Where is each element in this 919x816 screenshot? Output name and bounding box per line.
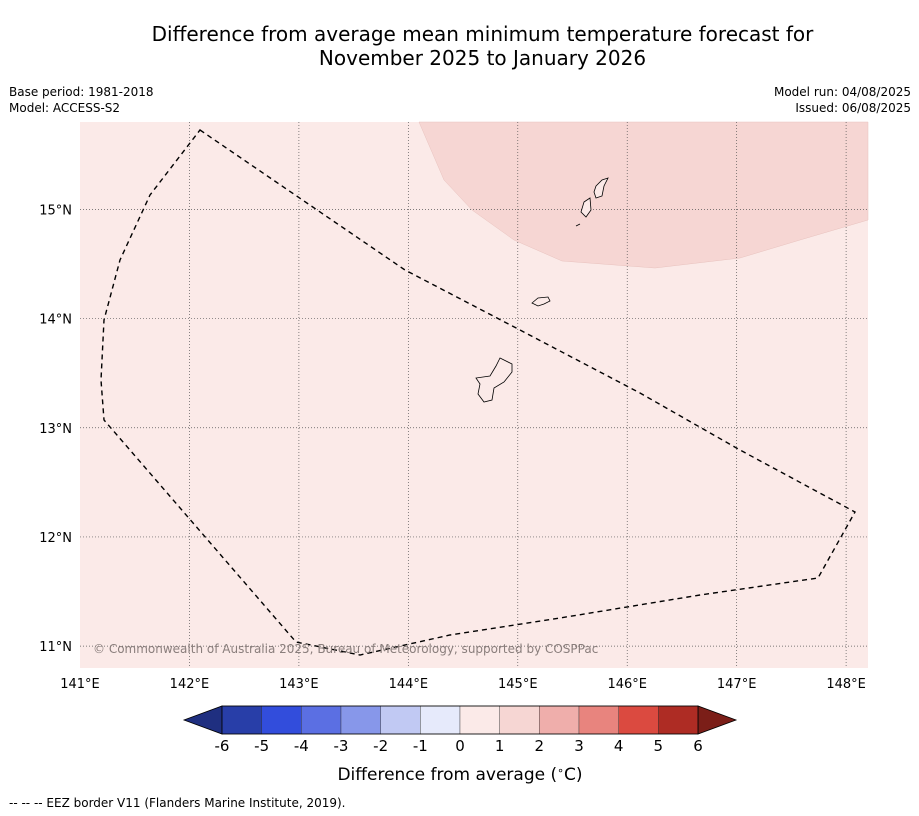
- colorbar-label: Difference from average (∘C): [337, 764, 582, 785]
- colorbar-under-arrow: [182, 705, 223, 735]
- colorbar-tick-label: 5: [654, 737, 664, 755]
- colorbar-tick-label: -5: [254, 737, 269, 755]
- colorbar-swatch: [499, 705, 540, 735]
- colorbar-tick-label: 0: [455, 737, 465, 755]
- colorbar-swatch: [420, 705, 461, 735]
- island-tinian: [580, 197, 592, 218]
- lon-tick-label: 148°E: [826, 677, 866, 692]
- forecast-map: © Commonwealth of Australia 2025, Bureau…: [39, 121, 869, 785]
- graticule: [80, 122, 868, 668]
- colorbar-swatch: [261, 705, 302, 735]
- colorbar-swatch: [658, 705, 699, 735]
- latitude-labels: 15°N 14°N 13°N 12°N 11°N: [39, 203, 72, 655]
- colorbar-swatch: [340, 705, 381, 735]
- anomaly-region-1-2: [418, 121, 869, 269]
- colorbar-tick-label: -1: [413, 737, 428, 755]
- colorbar: [182, 705, 738, 735]
- meta-left: Base period: 1981-2018 Model: ACCESS-S2: [9, 84, 154, 116]
- lat-tick-label: 12°N: [39, 531, 72, 546]
- colorbar-swatch: [301, 705, 342, 735]
- colorbar-ticks: -6 -5 -4 -3 -2 -1 0 1 2 3 4 5 6: [215, 737, 703, 755]
- map-title-line-1: Difference from average mean minimum tem…: [151, 22, 814, 46]
- colorbar-swatch: [618, 705, 659, 735]
- island-rota: [531, 296, 551, 307]
- longitude-labels: 141°E 142°E 143°E 144°E 145°E 146°E 147°E 148°E: [60, 677, 866, 692]
- map-title-line-2: November 2025 to January 2026: [318, 46, 647, 70]
- colorbar-swatch: [539, 705, 580, 735]
- island-aguijan: [575, 223, 581, 227]
- colorbar-tick-label: -2: [373, 737, 388, 755]
- lon-tick-label: 146°E: [607, 677, 647, 692]
- meta-right: Model run: 04/08/2025 Issued: 06/08/2025: [774, 84, 911, 116]
- lon-tick-label: 142°E: [170, 677, 210, 692]
- model-text: Model: ACCESS-S2: [9, 101, 121, 115]
- lat-tick-label: 11°N: [39, 640, 72, 655]
- lat-tick-label: 14°N: [39, 313, 72, 328]
- colorbar-frame: [221, 705, 699, 735]
- lon-tick-label: 147°E: [717, 677, 757, 692]
- lon-tick-label: 144°E: [389, 677, 429, 692]
- base-period-text: Base period: 1981-2018: [9, 85, 154, 99]
- colorbar-swatch: [578, 705, 619, 735]
- lat-tick-label: 15°N: [39, 203, 72, 218]
- colorbar-tick-label: 1: [495, 737, 505, 755]
- colorbar-tick-label: 6: [693, 737, 703, 755]
- lat-tick-label: 13°N: [39, 422, 72, 437]
- colorbar-swatch: [380, 705, 421, 735]
- island-saipan: [593, 177, 609, 199]
- map-title: Difference from average mean minimum tem…: [60, 22, 905, 70]
- colorbar-tick-label: 3: [574, 737, 584, 755]
- colorbar-tick-label: -3: [334, 737, 349, 755]
- lon-tick-label: 143°E: [279, 677, 319, 692]
- colorbar-over-arrow: [697, 705, 738, 735]
- lon-tick-label: 145°E: [498, 677, 538, 692]
- colorbar-tick-label: -6: [215, 737, 230, 755]
- colorbar-tick-label: 2: [535, 737, 545, 755]
- colorbar-swatch: [221, 705, 262, 735]
- eez-border: [100, 129, 856, 656]
- colorbar-label-unit: C): [564, 765, 583, 785]
- island-guam: [475, 357, 513, 403]
- colorbar-tick-label: -4: [294, 737, 309, 755]
- lon-tick-label: 141°E: [60, 677, 100, 692]
- colorbar-swatch: [459, 705, 500, 735]
- issued-text: Issued: 06/08/2025: [795, 101, 911, 115]
- eez-footnote: -- -- -- EEZ border V11 (Flanders Marine…: [9, 796, 346, 810]
- model-run-text: Model run: 04/08/2025: [773, 85, 911, 99]
- copyright-text: © Commonwealth of Australia 2025, Bureau…: [93, 642, 598, 656]
- colorbar-tick-label: 4: [614, 737, 624, 755]
